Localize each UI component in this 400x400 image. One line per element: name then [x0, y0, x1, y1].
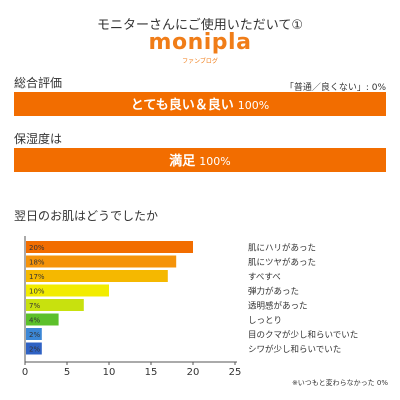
category-label: 肌にハリがあった	[248, 243, 316, 254]
page-title: モニターさんにご使用いただいて①	[96, 18, 303, 33]
category-label: 透明感があった	[248, 301, 308, 312]
x-tick-label: 5	[64, 367, 70, 378]
x-tick-label: 15	[145, 367, 158, 378]
bar-value-label: 10%	[29, 288, 45, 296]
bar-value-label: 7%	[29, 302, 40, 310]
bar	[26, 241, 193, 253]
x-tick-label: 20	[187, 367, 200, 378]
x-tick-label: 0	[22, 367, 28, 378]
bar-value-label: 20%	[29, 244, 45, 252]
overall-rating-note: 「普通／良くない」: 0%	[284, 83, 386, 93]
category-label: 目のクマが少し和らいでいた	[248, 330, 358, 341]
overall-rating-bar-percent: 100%	[237, 99, 270, 112]
monipla-logo: monipla	[148, 30, 252, 55]
x-tick-label: 25	[229, 367, 242, 378]
logo-subtitle: ファンブログ	[182, 58, 218, 65]
bar-value-label: 2%	[29, 346, 40, 354]
category-label: しっとり	[248, 316, 282, 326]
bar-value-label: 4%	[29, 317, 40, 325]
overall-rating-bar: とても良い＆良い 100%	[14, 92, 386, 116]
bar	[26, 313, 59, 326]
x-tick-label: 10	[103, 367, 116, 378]
bar-value-label: 2%	[29, 331, 40, 339]
overall-rating-label: 総合評価	[14, 76, 63, 90]
moisture-bar-text: 満足	[169, 154, 196, 169]
bar	[26, 284, 109, 297]
chart-title: 翌日のお肌はどうでしたか	[14, 209, 159, 223]
bar	[26, 270, 168, 282]
bar-value-label: 18%	[29, 259, 45, 267]
moisture-bar-percent: 100%	[199, 155, 231, 168]
category-label: 肌にツヤがあった	[248, 257, 316, 268]
moisture-label: 保湿度は	[14, 132, 63, 146]
bar	[26, 328, 42, 340]
bar	[26, 255, 177, 268]
category-label: 弾力があった	[248, 286, 299, 297]
overall-rating-bar-text: とても良い＆良い	[130, 98, 234, 113]
bar	[26, 342, 42, 355]
category-label: すべすべ	[248, 273, 281, 283]
bar	[26, 299, 84, 311]
bar-value-label: 17%	[29, 273, 45, 281]
moisture-bar: 満足 100%	[14, 148, 386, 172]
chart-footnote: ※いつもと変わらなかった 0%	[291, 379, 388, 387]
category-label: シワが少し和らいでいた	[248, 344, 341, 355]
